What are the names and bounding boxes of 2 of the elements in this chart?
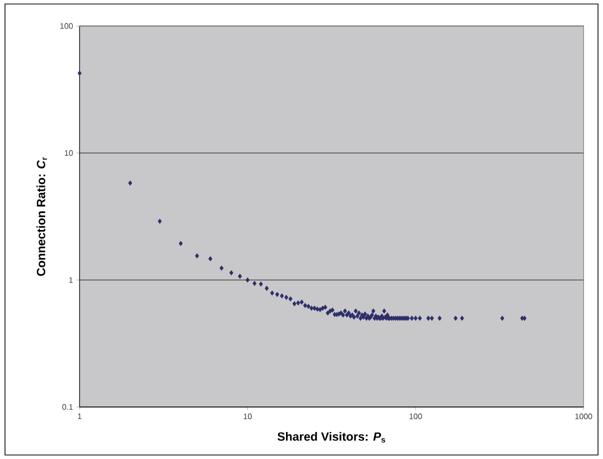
- x-axis-title: Shared Visitors: P$_{s}$: [278, 432, 386, 443]
- y-axis-title: Connection Ratio: C$_{r}$: [36, 157, 47, 276]
